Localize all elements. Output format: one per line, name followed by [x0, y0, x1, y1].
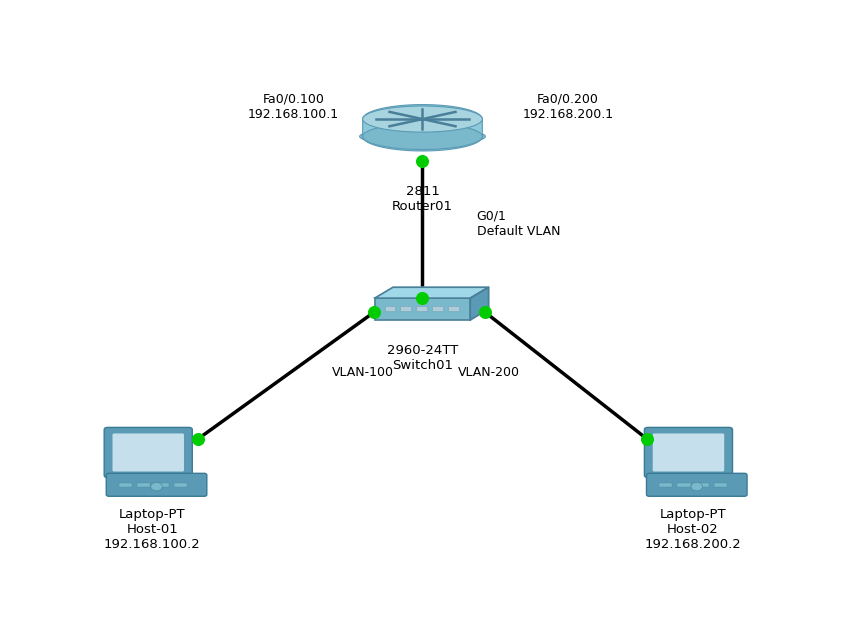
Text: VLAN-100: VLAN-100 [332, 366, 393, 379]
Point [191, 434, 204, 444]
FancyBboxPatch shape [106, 473, 207, 496]
Ellipse shape [360, 128, 484, 145]
Point [367, 307, 381, 317]
Bar [431, 306, 442, 311]
Bar [713, 483, 726, 487]
Ellipse shape [362, 124, 482, 150]
Text: VLAN-200: VLAN-200 [457, 366, 520, 379]
Bar [676, 483, 690, 487]
Bar [155, 483, 169, 487]
FancyBboxPatch shape [644, 428, 732, 478]
Text: 2811
Router01: 2811 Router01 [392, 185, 452, 213]
Bar [400, 306, 411, 311]
FancyBboxPatch shape [646, 473, 746, 496]
Point [640, 434, 653, 444]
Circle shape [690, 483, 701, 491]
Polygon shape [362, 104, 482, 151]
Bar [416, 306, 426, 311]
FancyBboxPatch shape [104, 428, 192, 478]
FancyBboxPatch shape [374, 298, 470, 320]
Bar [447, 306, 458, 311]
Bar [173, 483, 187, 487]
FancyBboxPatch shape [112, 433, 184, 472]
Text: 2960-24TT
Switch01: 2960-24TT Switch01 [387, 344, 457, 372]
Polygon shape [470, 287, 488, 320]
Text: Laptop-PT
Host-02
192.168.200.2: Laptop-PT Host-02 192.168.200.2 [643, 509, 740, 551]
Ellipse shape [362, 106, 482, 132]
FancyBboxPatch shape [652, 433, 723, 472]
Text: G0/1
Default VLAN: G0/1 Default VLAN [476, 210, 560, 237]
Point [415, 156, 429, 166]
Circle shape [150, 483, 162, 491]
Text: Fa0/0.200
192.168.200.1: Fa0/0.200 192.168.200.1 [522, 93, 613, 121]
Point [415, 293, 429, 303]
Polygon shape [374, 287, 488, 298]
Bar [658, 483, 672, 487]
Bar [384, 306, 395, 311]
Bar [695, 483, 708, 487]
Bar [119, 483, 132, 487]
Text: Fa0/0.100
192.168.100.1: Fa0/0.100 192.168.100.1 [248, 93, 338, 121]
Text: Laptop-PT
Host-01
192.168.100.2: Laptop-PT Host-01 192.168.100.2 [104, 509, 201, 551]
Point [478, 307, 491, 317]
Bar [137, 483, 150, 487]
